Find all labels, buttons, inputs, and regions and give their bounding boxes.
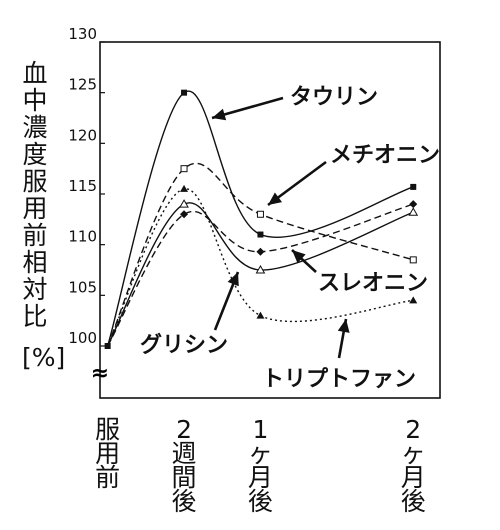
y-axis-label-char: 濃 xyxy=(22,113,48,142)
data-point xyxy=(255,264,266,274)
x-category-char: ヶ xyxy=(247,439,273,468)
x-category-char: 後 xyxy=(171,487,197,516)
x-category-char: 月 xyxy=(247,463,273,492)
data-point xyxy=(180,210,189,219)
y-axis-label: 血 中 濃 度 服 用 前 相 対 比 [%] xyxy=(22,59,65,371)
series-4: グリシン xyxy=(107,199,419,358)
x-category-before: 服 用 前 xyxy=(88,415,128,492)
data-point xyxy=(181,89,188,96)
y-axis-label-char: 用 xyxy=(22,194,48,223)
annotation-arrow-head xyxy=(292,250,306,264)
data-point xyxy=(409,200,418,209)
data-point xyxy=(256,247,265,256)
y-tick-label: 125 xyxy=(68,76,97,94)
series-label: メチオニン xyxy=(330,143,440,168)
data-point xyxy=(408,207,419,216)
x-category-char: 1 xyxy=(252,415,269,444)
y-axis-label-char: 前 xyxy=(22,221,48,250)
annotation-arrow-head xyxy=(227,272,239,287)
y-axis-label-char: 中 xyxy=(22,86,48,115)
series-1: タウリン xyxy=(106,85,417,347)
axis-break-mark: ≈ xyxy=(91,361,109,386)
y-tick-label: 105 xyxy=(68,278,97,296)
x-category-char: 後 xyxy=(400,487,426,516)
x-category-char: 服 xyxy=(95,415,121,444)
series-label: トリプトファン xyxy=(262,367,416,392)
x-category-char: 2 xyxy=(176,415,192,444)
data-point xyxy=(179,199,189,208)
x-category-char: 月 xyxy=(400,463,426,492)
y-axis-label-char: 相 xyxy=(22,248,48,277)
series-line xyxy=(106,90,414,347)
data-point xyxy=(409,256,417,264)
x-category-char: ヶ xyxy=(400,439,426,468)
y-tick-label: 130 xyxy=(68,25,97,43)
y-axis-label-char: 血 xyxy=(22,59,48,88)
y-tick-label: 100 xyxy=(68,329,97,347)
x-category-2-months: 2 ヶ 月 後 xyxy=(393,415,433,516)
data-point xyxy=(409,296,418,304)
y-axis-label-char: 対 xyxy=(22,275,48,304)
series-label: グリシン xyxy=(140,332,228,358)
series-label: タウリン xyxy=(290,85,378,110)
annotation-arrow-head xyxy=(212,108,227,121)
series-line xyxy=(106,162,414,347)
x-category-2-weeks: 2 週 間 後 xyxy=(164,415,204,516)
series-label: スレオニン xyxy=(318,271,428,296)
series-5: トリプトファン xyxy=(107,184,418,392)
plot-frame xyxy=(99,41,441,399)
series-line xyxy=(107,203,414,347)
y-axis-label-char: 比 xyxy=(22,302,48,331)
y-tick-label: 115 xyxy=(68,177,97,195)
x-category-char: 後 xyxy=(247,487,273,516)
x-category-char: 用 xyxy=(95,439,121,468)
x-category-char: 週 xyxy=(171,439,197,468)
annotation-arrow-head xyxy=(337,319,350,333)
data-point xyxy=(256,311,265,319)
y-tick-label: 120 xyxy=(68,126,97,144)
series-2: メチオニン xyxy=(106,143,440,347)
y-axis-label-char: 服 xyxy=(22,167,48,196)
y-axis-label-char: 度 xyxy=(22,140,48,169)
annotation-arrow-head xyxy=(268,192,283,205)
data-point xyxy=(180,184,189,192)
x-category-char: 前 xyxy=(95,463,121,492)
start-point xyxy=(104,343,111,349)
data-point xyxy=(180,165,188,173)
x-category-1-month: 1 ヶ 月 後 xyxy=(240,415,280,516)
series-line xyxy=(107,202,414,347)
x-category-char: 2 xyxy=(405,415,422,444)
data-point xyxy=(256,210,264,218)
data-point xyxy=(257,231,264,238)
data-point xyxy=(410,183,417,190)
series-3: スレオニン xyxy=(107,200,428,347)
x-category-char: 間 xyxy=(171,463,197,492)
y-tick-label: 110 xyxy=(68,228,97,246)
